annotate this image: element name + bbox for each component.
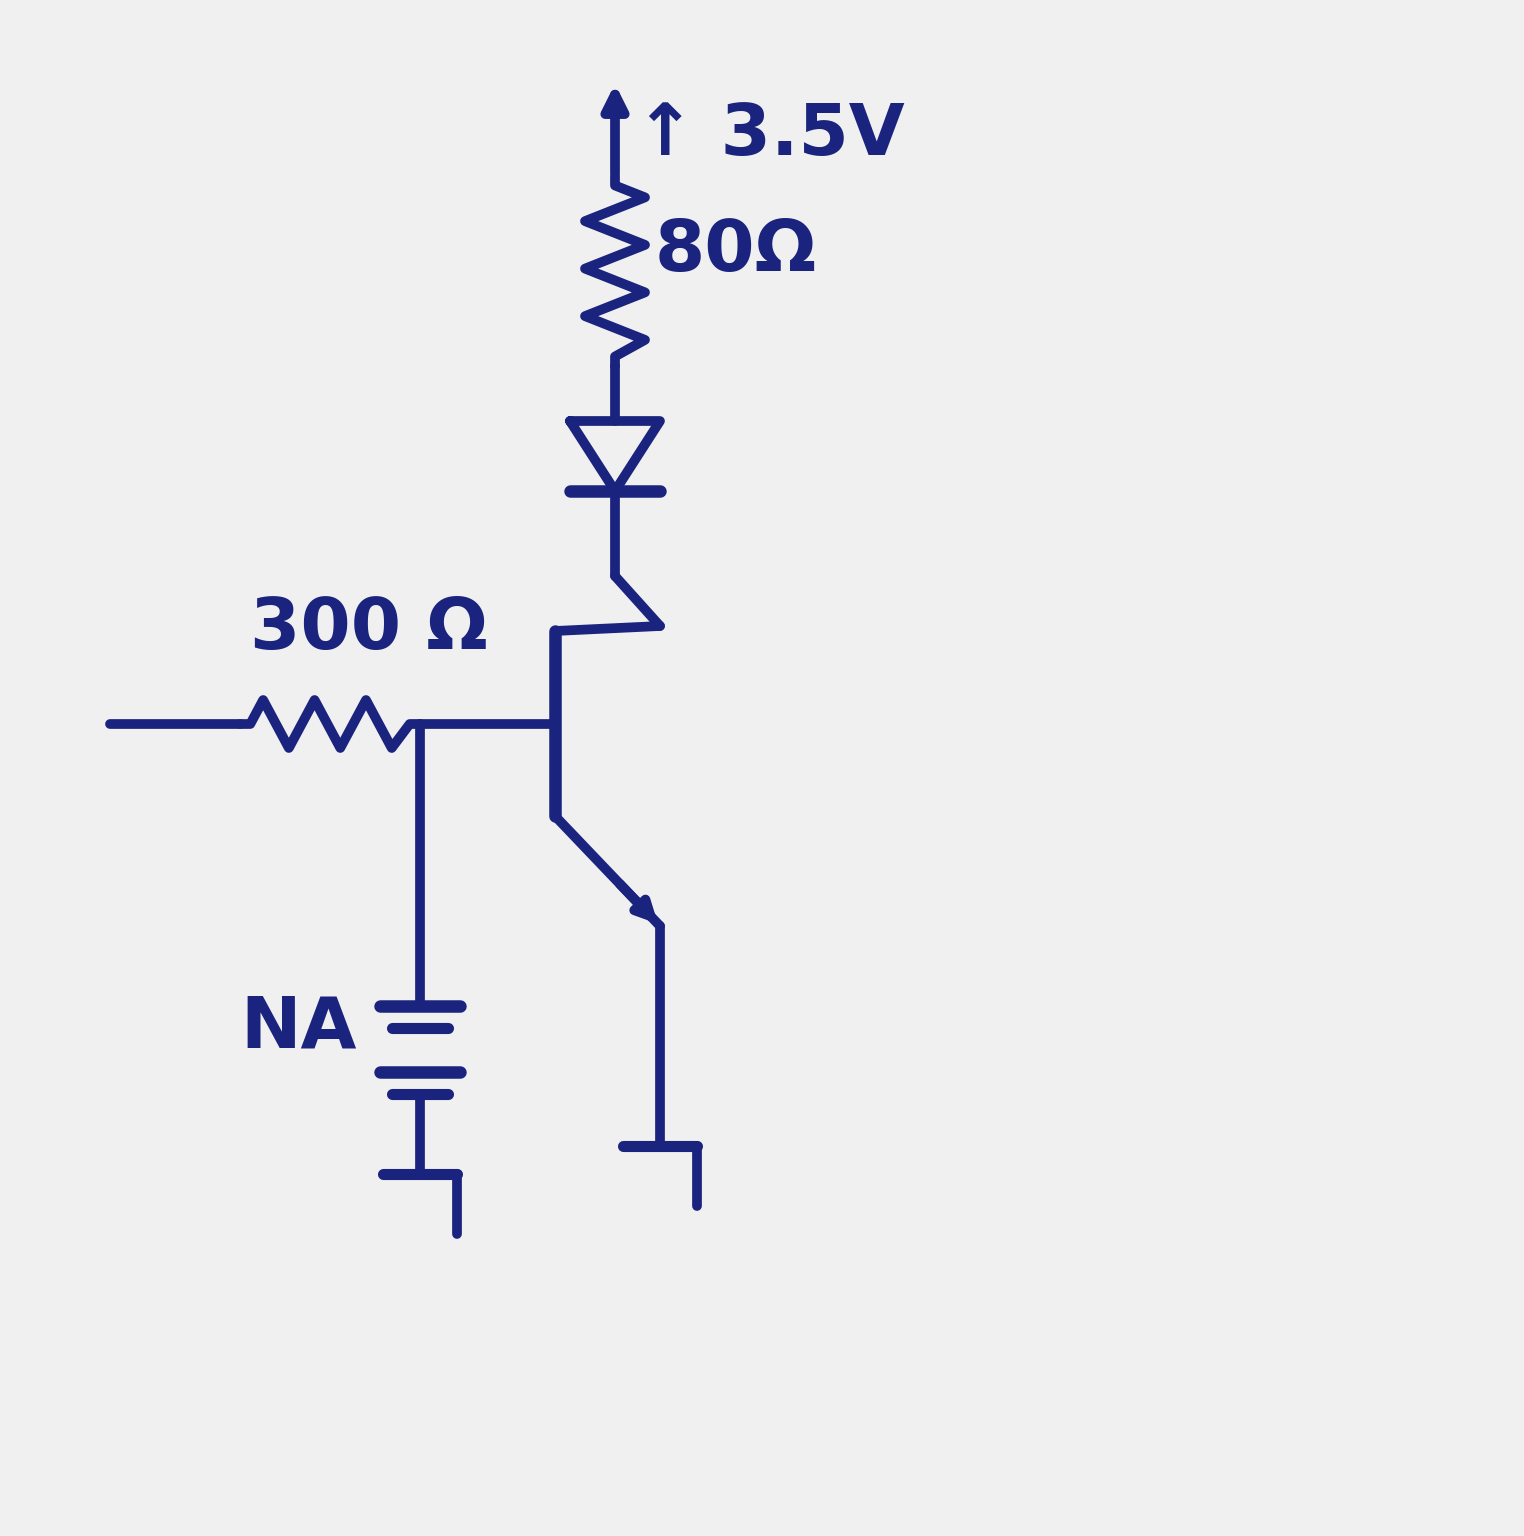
Text: 300 Ω: 300 Ω: [250, 594, 488, 664]
Text: NA: NA: [239, 994, 357, 1063]
Text: ↑ 3.5V: ↑ 3.5V: [636, 101, 905, 170]
Text: 80Ω: 80Ω: [655, 217, 817, 286]
